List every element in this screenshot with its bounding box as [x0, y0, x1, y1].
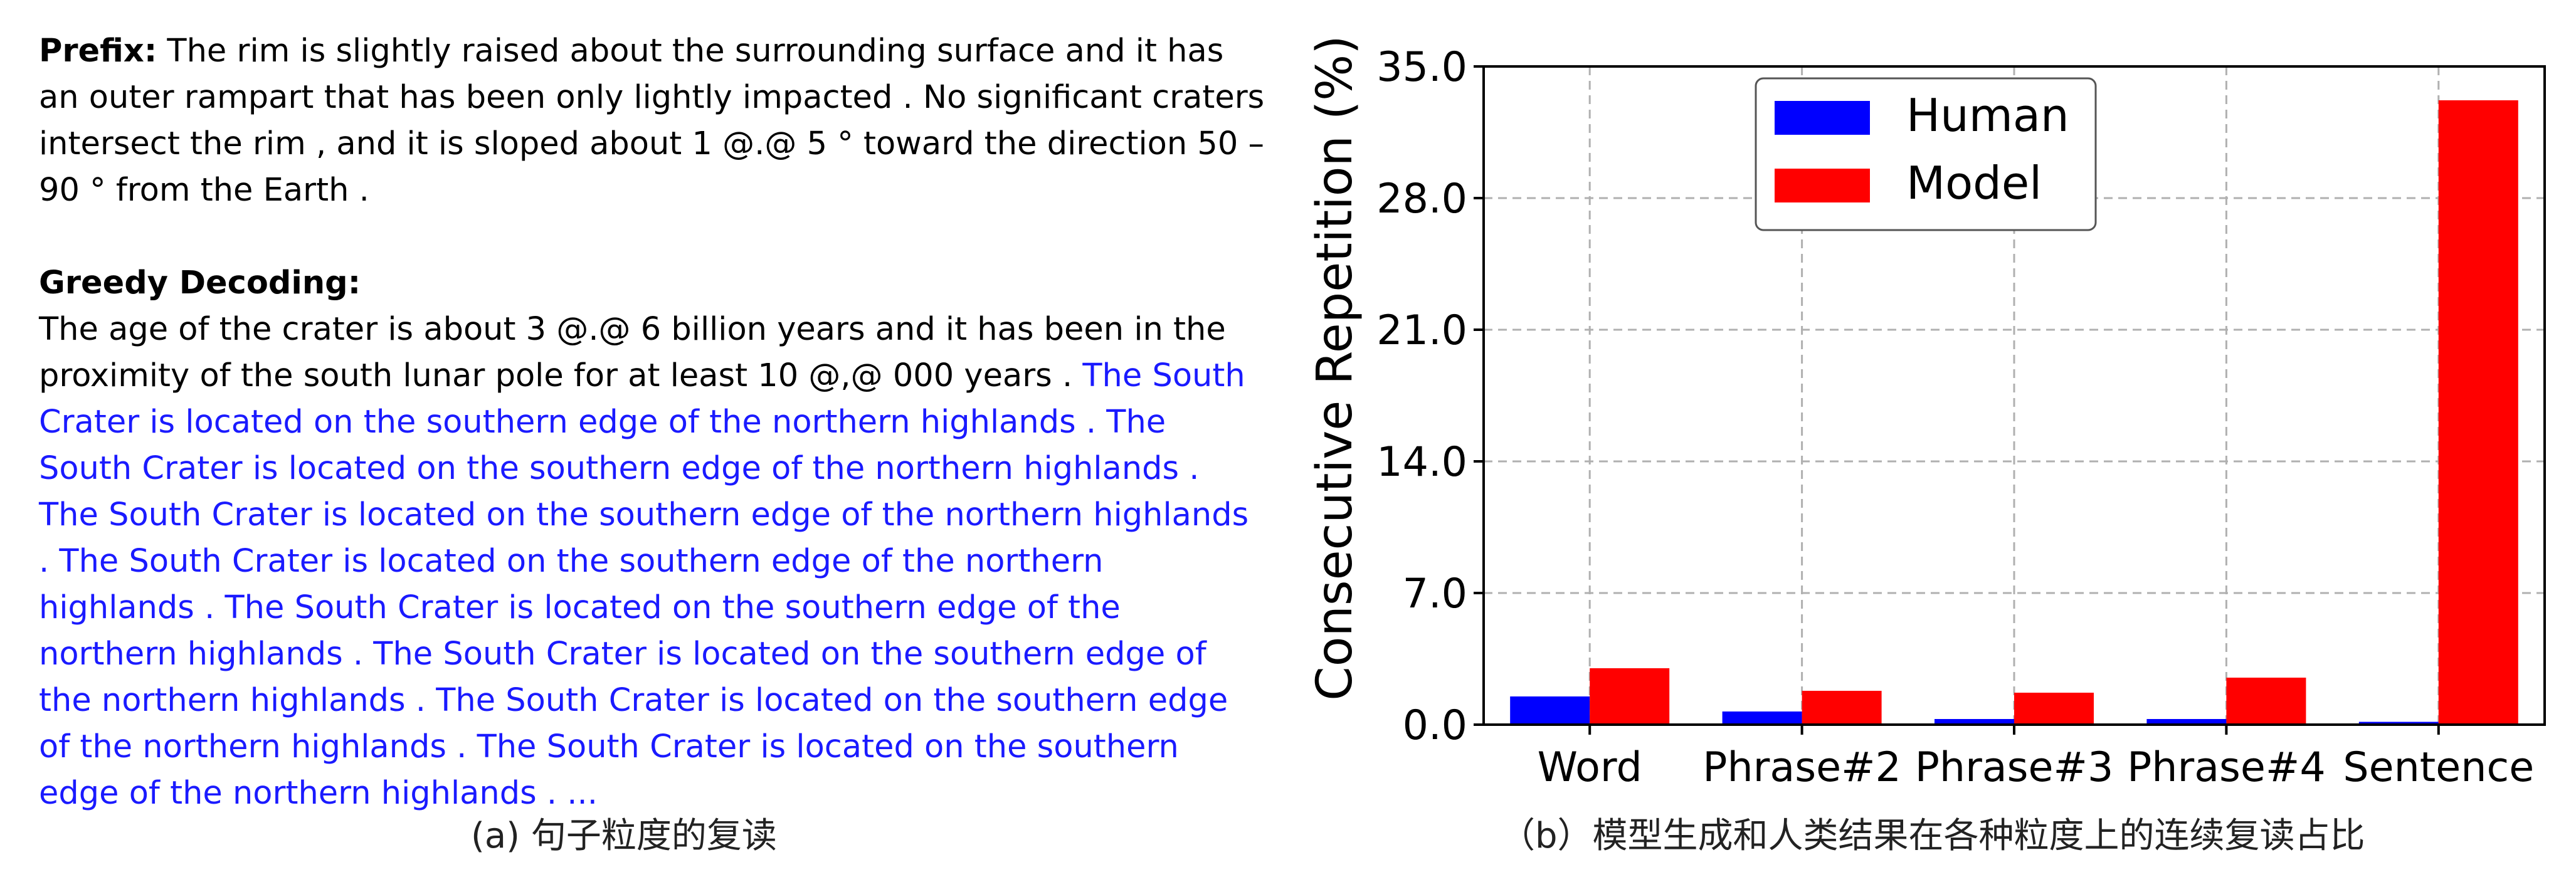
- greedy-text: The age of the crater is about 3 @.@ 6 b…: [39, 311, 1226, 394]
- bar-model: [2014, 693, 2094, 725]
- bar-model: [1590, 668, 1670, 725]
- axes: [1474, 65, 2546, 735]
- bar-human: [1935, 719, 2014, 725]
- y-tick-label: 21.0: [1376, 307, 1467, 354]
- bar-human: [1722, 711, 1802, 725]
- example-text-panel: Prefix: The rim is slightly raised about…: [39, 28, 1268, 817]
- x-tick-label: Word: [1538, 744, 1642, 791]
- caption-a: (a) 句子粒度的复读: [471, 816, 777, 856]
- x-tick-label: Sentence: [2343, 744, 2534, 791]
- legend-swatch-model: [1775, 169, 1870, 202]
- legend-label-human: Human: [1906, 89, 2069, 142]
- greedy-label: Greedy Decoding:: [39, 265, 361, 302]
- prefix-text: The rim is slightly raised about the sur…: [39, 33, 1265, 209]
- legend: Human Model: [1755, 77, 2097, 231]
- y-tick-label: 7.0: [1403, 570, 1467, 617]
- bar-human: [2358, 722, 2439, 725]
- plot-frame: [1482, 65, 2546, 726]
- y-tick-label: 35.0: [1376, 44, 1467, 91]
- bars: [1510, 100, 2518, 725]
- x-tick-label: Phrase#2: [1702, 744, 1901, 791]
- bar-model: [2438, 100, 2518, 725]
- x-tick-label: Phrase#3: [1915, 744, 2114, 791]
- bar-human: [2146, 719, 2227, 725]
- y-axis-title: Consecutive Repetition (%): [1307, 35, 1363, 700]
- prefix-paragraph: Prefix: The rim is slightly raised about…: [39, 28, 1268, 214]
- y-tick-label: 0.0: [1403, 702, 1467, 749]
- caption-b: （b）模型生成和人类结果在各种粒度上的连续复读占比: [1500, 816, 2365, 856]
- x-tick-label: Phrase#4: [2127, 744, 2326, 791]
- y-tick-label: 28.0: [1376, 176, 1467, 223]
- y-tick-label: 14.0: [1376, 439, 1467, 486]
- greedy-paragraph: The age of the crater is about 3 @.@ 6 b…: [39, 307, 1268, 817]
- tick-labels: 0.0 7.0 14.0 21.0 28.0 35.0 Word Phrase#2 Phrase…: [1376, 44, 2534, 791]
- bar-model: [1802, 691, 1882, 725]
- bar-human: [1510, 696, 1590, 725]
- legend-label-model: Model: [1906, 157, 2042, 209]
- legend-swatch-human: [1775, 101, 1870, 135]
- repeated-text: The South Crater is located on the south…: [39, 357, 1249, 812]
- bar-model: [2226, 678, 2306, 725]
- prefix-label: Prefix:: [39, 33, 157, 70]
